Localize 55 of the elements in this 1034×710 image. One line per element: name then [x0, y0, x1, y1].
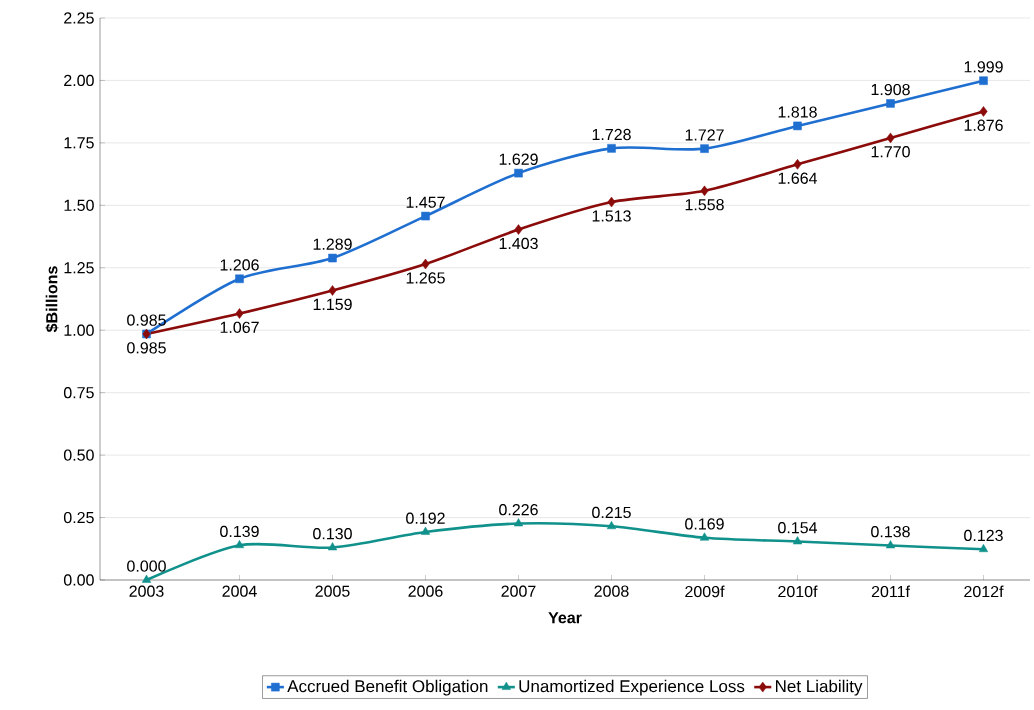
- data-label: 0.123: [964, 529, 1003, 542]
- data-label: 1.206: [220, 259, 259, 271]
- data-label: 0.130: [313, 528, 352, 540]
- x-tick-label: 2004: [222, 585, 257, 597]
- data-label: 0.192: [406, 512, 445, 524]
- data-label: 1.513: [592, 210, 631, 222]
- data-label: 0.215: [592, 506, 631, 519]
- data-label: 1.908: [871, 83, 910, 96]
- data-label: 0.000: [127, 560, 166, 572]
- y-tick-label: 1.50: [64, 199, 94, 211]
- data-label: 0.154: [778, 522, 818, 534]
- y-axis-title: $Billions: [45, 266, 59, 333]
- data-label: 1.876: [964, 119, 1003, 131]
- data-label: 1.818: [778, 106, 817, 118]
- data-label: 1.664: [778, 172, 818, 184]
- x-tick-label: 2009f: [685, 585, 725, 598]
- y-tick-label: 0.00: [63, 574, 94, 586]
- data-label: 1.728: [592, 128, 631, 141]
- x-tick-label: 2010f: [778, 585, 818, 598]
- y-tick-label: 1.75: [64, 137, 94, 149]
- x-tick-label: 2003: [129, 585, 164, 597]
- data-label: 1.999: [964, 61, 1003, 73]
- data-label: 1.558: [685, 199, 724, 211]
- y-tick-label: 0.25: [63, 511, 94, 524]
- data-label: 0.985: [127, 342, 166, 354]
- data-label: 0.138: [871, 526, 910, 538]
- x-tick-label: 2005: [315, 585, 350, 597]
- y-tick-label: 2.00: [64, 74, 94, 87]
- y-tick-label: 1.25: [64, 262, 94, 274]
- x-axis-title: Year: [548, 612, 582, 624]
- data-label: 1.403: [499, 237, 538, 250]
- data-label: 1.159: [313, 298, 352, 311]
- x-tick-label: 2007: [501, 585, 536, 597]
- legend-label: Unamortized Experience Loss: [519, 679, 745, 696]
- y-tick-label: 1.00: [64, 324, 94, 336]
- data-label: 0.139: [220, 525, 259, 538]
- y-tick-label: 0.50: [63, 449, 94, 461]
- data-label: 0.985: [127, 314, 166, 326]
- data-label: 1.265: [406, 272, 445, 284]
- y-tick-label: 0.75: [63, 387, 94, 399]
- data-label: 1.770: [871, 146, 910, 158]
- data-label: 1.457: [406, 196, 445, 208]
- data-label: 1.727: [685, 129, 724, 141]
- x-tick-label: 2011f: [871, 585, 910, 598]
- x-tick-label: 2006: [408, 585, 443, 597]
- data-label: 1.067: [220, 321, 259, 334]
- data-label: 1.629: [499, 153, 538, 165]
- legend-label: Net Liability: [776, 679, 863, 696]
- x-tick-label: 2012f: [964, 585, 1004, 598]
- legend-label: Accrued Benefit Obligation: [287, 679, 488, 696]
- data-label: 0.226: [499, 504, 538, 516]
- x-tick-label: 2008: [594, 585, 629, 597]
- y-tick-label: 2.25: [64, 12, 94, 24]
- data-label: 0.169: [685, 518, 724, 530]
- data-label: 1.289: [313, 238, 352, 250]
